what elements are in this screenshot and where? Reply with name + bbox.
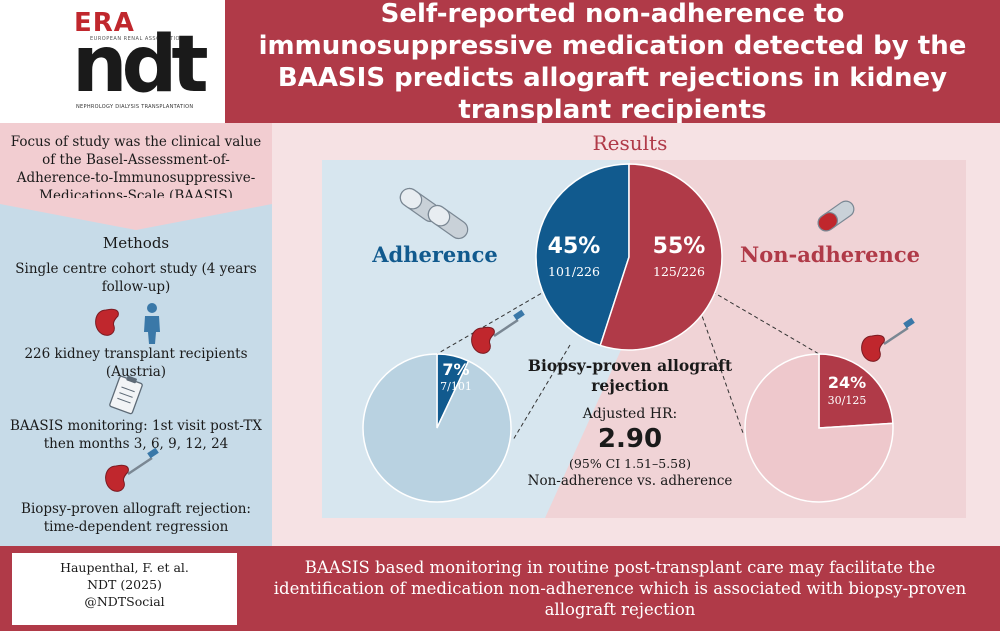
pie-chart-adherence-rejection <box>362 353 512 503</box>
pie-main-label-nonadherence: 55% <box>652 234 706 259</box>
pie-slice-nonadherence <box>599 163 723 351</box>
method-item-regression: Biopsy-proven allograft rejection: time-… <box>21 501 251 535</box>
citation-social: @NDTSocial <box>84 594 165 609</box>
pill-icon <box>817 200 855 232</box>
pie-chart-adherence <box>535 163 723 351</box>
era-logo-subtitle: EUROPEAN RENAL ASSOCIATION <box>90 36 185 42</box>
kidney-biopsy-icon <box>105 447 159 492</box>
pie-slice-no-rejection <box>744 353 894 503</box>
pie-main-label-adherence: 45% <box>547 234 601 259</box>
connector-line <box>705 287 820 355</box>
pie-left-count: 7/101 <box>440 380 472 393</box>
outcome-summary: Biopsy-proven allograft rejection Adjust… <box>505 356 755 489</box>
pie-slice-no-rejection <box>362 353 512 503</box>
method-item-study: Single centre cohort study (4 years foll… <box>15 261 257 295</box>
outcome-title: Biopsy-proven allograft rejection <box>527 356 733 395</box>
hazard-ratio-label: Adjusted HR: <box>582 406 678 422</box>
ndt-logo-text: ndt <box>72 20 209 110</box>
clipboard-icon <box>109 375 143 415</box>
results-title: Results <box>592 131 668 155</box>
journal-logo: ERA EUROPEAN RENAL ASSOCIATION ndt NEPHR… <box>0 0 225 123</box>
citation-author: Haupenthal, F. et al. <box>60 560 189 575</box>
connector-line <box>436 289 548 355</box>
methods-title: Methods <box>102 234 170 252</box>
kidney-biopsy-icon <box>471 309 525 354</box>
pie-left-label: 7% <box>442 360 470 379</box>
pie-slice-adherence <box>535 163 630 347</box>
page-title: Self-reported non-adherence to immunosup… <box>258 0 967 125</box>
methods-panel <box>0 200 272 546</box>
comparison-text: Non-adherence vs. adherence <box>527 473 733 489</box>
citation-box: Haupenthal, F. et al. NDT (2025) @NDTSoc… <box>12 553 237 625</box>
pie-main-count-adherence: 101/226 <box>548 264 600 279</box>
hazard-ratio-value: 2.90 <box>597 424 663 454</box>
pink-diagonal-region <box>545 330 630 518</box>
kidney-biopsy-icon <box>861 317 915 362</box>
confidence-interval: (95% CI 1.51–5.58) <box>569 456 691 471</box>
connector-line <box>512 344 571 441</box>
kidney-icon <box>95 308 119 336</box>
pie-right-label: 24% <box>827 373 867 392</box>
focus-chevron <box>0 198 272 230</box>
focus-text: Focus of study was the clinical value of… <box>10 134 262 204</box>
connector-line <box>699 309 744 434</box>
pie-main-count-nonadherence: 125/226 <box>653 264 705 279</box>
method-item-monitoring: BAASIS monitoring: 1st visit post-TX the… <box>10 418 262 452</box>
pie-slice-rejection <box>818 353 894 429</box>
person-icon <box>144 303 160 344</box>
citation-journal: NDT (2025) <box>87 577 162 592</box>
title-banner: Self-reported non-adherence to immunosup… <box>225 0 1000 125</box>
pills-icon <box>399 187 469 240</box>
adherence-label: Adherence <box>372 242 498 267</box>
pie-right-count: 30/125 <box>827 394 867 407</box>
era-logo-text: ERA <box>74 8 135 38</box>
pie-chart-nonadherence-rejection <box>744 353 894 503</box>
ndt-logo-subtitle: NEPHROLOGY DIALYSIS TRANSPLANTATION <box>76 104 194 110</box>
nonadherence-label: Non-adherence <box>740 242 920 267</box>
conclusion-text: BAASIS based monitoring in routine post-… <box>273 557 967 619</box>
header: ERA EUROPEAN RENAL ASSOCIATION ndt NEPHR… <box>0 0 1000 125</box>
